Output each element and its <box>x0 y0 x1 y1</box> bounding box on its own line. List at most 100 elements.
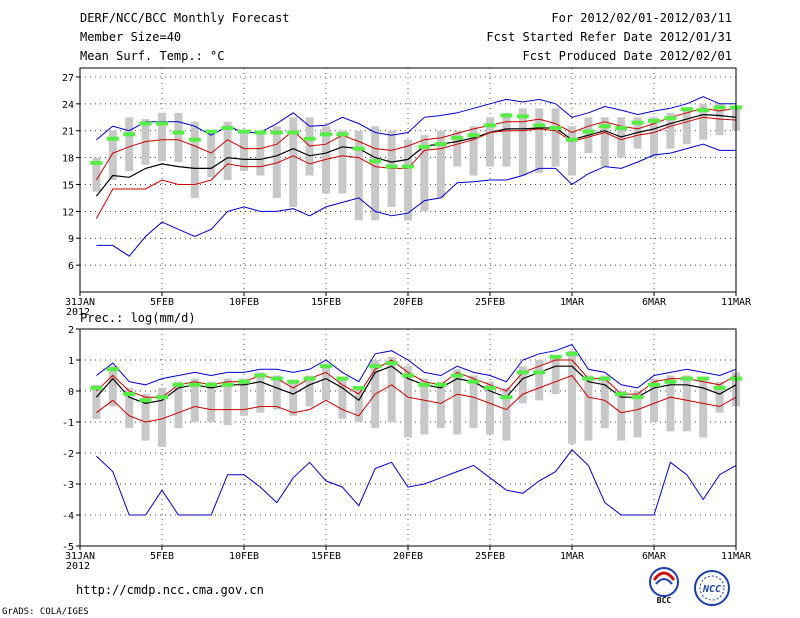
temp-xtick-label: 11MAR <box>721 297 752 308</box>
temp-xtick-label: 31JAN <box>65 297 95 308</box>
temp-range-box <box>354 130 363 221</box>
temp-range-box <box>502 112 511 167</box>
temp-series-max <box>96 96 736 141</box>
prec-range-box <box>404 366 412 438</box>
prec-range-box <box>322 366 330 401</box>
temp-ensemble-mark <box>549 126 562 131</box>
prec-ensemble-mark <box>516 370 529 375</box>
prec-xtick-label: 11MAR <box>721 551 752 562</box>
temp-range-box <box>568 126 576 176</box>
prec-range-box <box>158 387 166 447</box>
temp-range-box <box>469 126 478 176</box>
temp-range-box <box>436 130 445 198</box>
prec-ensemble-mark <box>549 354 562 359</box>
prec-range-box <box>92 384 101 419</box>
prec-range-box <box>256 372 265 413</box>
temp-ensemble-mark <box>615 126 628 131</box>
temp-range-box <box>338 130 347 194</box>
prec-ensemble-mark <box>598 376 611 381</box>
temp-ensemble-mark <box>631 120 644 125</box>
temp-range-box <box>256 130 265 176</box>
temp-range-box <box>158 112 166 162</box>
temp-ensemble-mark <box>418 144 431 149</box>
prec-xtick-label: 1MAR <box>560 551 585 562</box>
prec-range-box <box>141 394 150 441</box>
ncc-logo: NCC <box>694 570 730 606</box>
prec-ensemble-mark <box>172 382 185 387</box>
ncc-logo-text: NCC <box>702 584 721 595</box>
prec-range-box <box>617 391 626 441</box>
temp-ensemble-mark <box>156 121 168 126</box>
prec-range-box <box>338 378 347 419</box>
prec-ensemble-mark <box>533 370 546 375</box>
temp-ensemble-mark <box>451 135 464 140</box>
prec-ytick-label: -2 <box>62 449 74 460</box>
prec-ensemble-mark <box>664 379 677 384</box>
prec-range-box <box>223 378 232 426</box>
temp-ytick-label: 15 <box>62 180 74 191</box>
prec-ytick-label: -1 <box>62 418 74 429</box>
produced-date: Fcst Produced Date 2012/02/01 <box>522 49 732 63</box>
prec-xtick-label: 15FEB <box>311 551 341 562</box>
source-url[interactable]: http://cmdp.ncc.cma.gov.cn <box>76 583 264 597</box>
temp-range-box <box>272 126 281 198</box>
prec-range-box <box>535 360 544 401</box>
temp-ensemble-mark <box>287 130 300 135</box>
prec-range-box <box>699 378 708 438</box>
temp-range-box <box>174 112 183 163</box>
temp-series-upper <box>95 107 737 181</box>
prec-ensemble-mark <box>205 382 218 387</box>
temp-ytick-label: 24 <box>62 100 74 111</box>
temp-range-box <box>699 103 708 140</box>
prec-range-box <box>420 378 429 435</box>
prec-ensemble-mark <box>402 373 414 378</box>
prec-ensemble-mark <box>697 376 710 381</box>
temp-range-box <box>600 117 609 167</box>
prec-range-box <box>387 356 396 422</box>
prec-range-box <box>518 366 527 404</box>
prec-xtick-label: 20FEB <box>393 551 423 562</box>
temp-ytick-label: 9 <box>68 234 74 245</box>
prec-ensemble-mark <box>451 373 464 378</box>
temp-ytick-label: 18 <box>62 154 74 165</box>
prec-range-box <box>207 381 216 422</box>
temp-ensemble-mark <box>238 129 250 134</box>
temp-xtick-label: 20FEB <box>393 297 423 308</box>
prec-ensemble-mark <box>615 392 628 397</box>
temp-ensemble-mark <box>352 146 365 151</box>
grads-credit: GrADS: COLA/IGES <box>2 607 89 617</box>
prec-range-box <box>289 381 298 416</box>
figure-title: DERF/NCC/BCC Monthly Forecast <box>80 11 290 25</box>
temp-range-box <box>371 126 380 221</box>
temp-ensemble-mark <box>270 130 283 135</box>
prec-xtick-year: 2012 <box>66 561 90 572</box>
temp-range-box <box>240 130 248 172</box>
prec-ensemble-mark <box>106 367 119 372</box>
temp-ytick-label: 12 <box>62 207 74 218</box>
prec-series-mean <box>95 365 737 405</box>
prec-ensemble-mark <box>303 376 316 381</box>
temp-ensemble-mark <box>254 130 267 135</box>
temp-range-box <box>486 117 494 167</box>
prec-ytick-label: 1 <box>68 356 74 367</box>
temp-ytick-label: 6 <box>68 261 74 272</box>
temp-ensemble-mark <box>369 159 382 164</box>
prec-ensemble-mark <box>90 385 103 390</box>
temp-range-box <box>453 130 462 167</box>
prec-range-box <box>469 375 478 429</box>
prec-ensemble-mark <box>352 385 365 390</box>
temp-ensemble-mark <box>434 142 447 147</box>
temp-range-box <box>190 121 199 198</box>
temp-range-box <box>551 108 560 167</box>
prec-series-upper <box>96 359 737 398</box>
prec-ensemble-mark <box>188 382 201 387</box>
prec-range-box <box>715 381 724 413</box>
temp-range-box <box>682 108 691 145</box>
prec-range-box <box>682 375 691 432</box>
bcc-logo-text: BCC <box>657 596 672 605</box>
temp-ensemble-mark <box>467 133 480 138</box>
prec-ensemble-mark <box>287 379 300 384</box>
temp-ensemble-mark <box>533 123 546 128</box>
bcc-logo: BCC <box>649 567 679 605</box>
